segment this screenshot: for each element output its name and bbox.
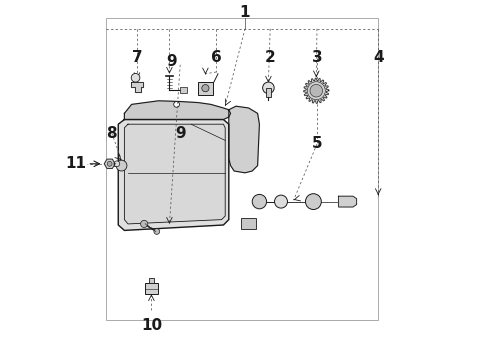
Circle shape	[141, 220, 148, 228]
Circle shape	[131, 73, 140, 82]
Polygon shape	[118, 120, 229, 230]
Circle shape	[252, 194, 267, 209]
Polygon shape	[339, 196, 357, 207]
Circle shape	[114, 161, 120, 167]
Polygon shape	[304, 78, 329, 103]
Text: 6: 6	[211, 50, 221, 65]
Text: 10: 10	[141, 318, 162, 333]
Text: 9: 9	[166, 54, 176, 69]
Text: 7: 7	[132, 50, 142, 65]
Circle shape	[310, 85, 322, 97]
Text: 1: 1	[240, 5, 250, 20]
Text: 3: 3	[312, 50, 322, 65]
Bar	[106, 18, 378, 320]
Circle shape	[274, 195, 288, 208]
Bar	[198, 82, 213, 95]
Polygon shape	[124, 124, 225, 224]
Text: 5: 5	[312, 136, 322, 152]
Bar	[242, 218, 256, 229]
Circle shape	[263, 82, 274, 94]
Text: 2: 2	[265, 50, 275, 65]
Text: 4: 4	[373, 50, 384, 65]
Circle shape	[154, 229, 160, 234]
Polygon shape	[229, 106, 259, 173]
Bar	[180, 87, 187, 93]
Circle shape	[305, 194, 321, 210]
Bar	[266, 88, 271, 97]
Polygon shape	[104, 159, 115, 168]
Polygon shape	[130, 82, 144, 92]
Bar	[145, 283, 158, 294]
Circle shape	[174, 102, 179, 107]
Circle shape	[116, 160, 127, 171]
Text: 8: 8	[106, 126, 117, 141]
Circle shape	[107, 161, 112, 166]
Polygon shape	[124, 101, 231, 120]
Text: 9: 9	[175, 126, 186, 141]
Text: 11: 11	[65, 156, 86, 171]
Bar	[148, 278, 154, 283]
Circle shape	[202, 85, 209, 92]
